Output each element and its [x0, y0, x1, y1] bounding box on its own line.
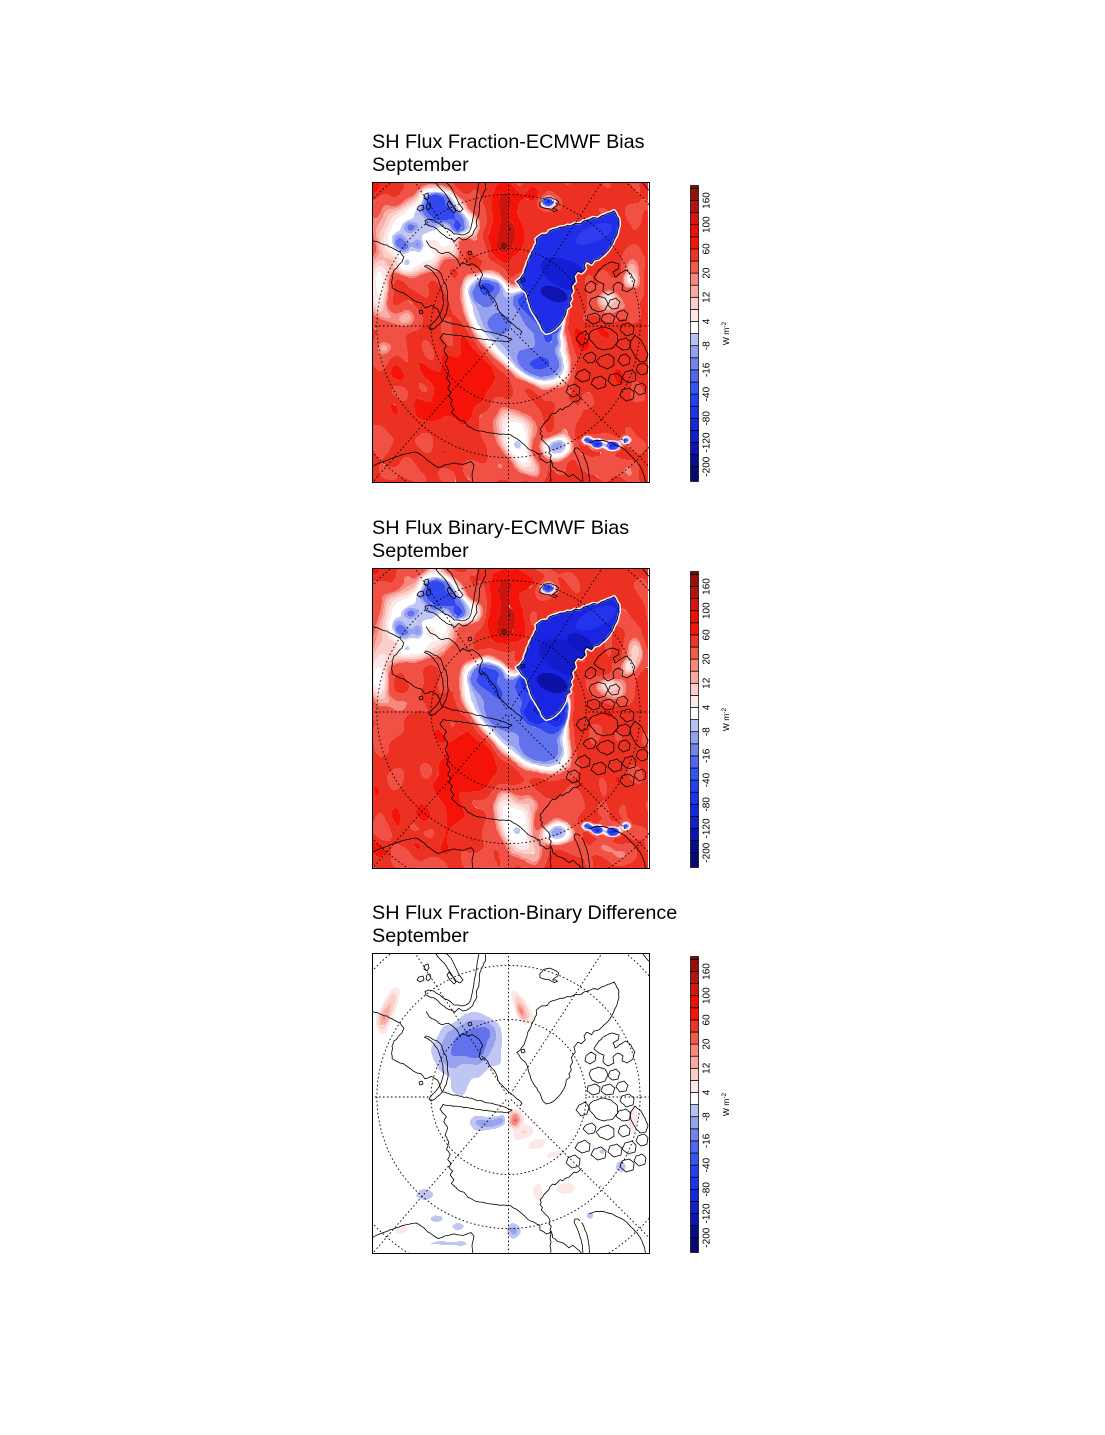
- svg-text:20: 20: [702, 1038, 713, 1050]
- svg-text:September: September: [372, 154, 469, 176]
- svg-text:-120: -120: [702, 1203, 713, 1223]
- svg-text:12: 12: [702, 291, 713, 303]
- svg-text:20: 20: [702, 267, 713, 279]
- svg-text:-120: -120: [702, 432, 713, 452]
- svg-text:-80: -80: [702, 1182, 713, 1197]
- svg-text:-80: -80: [702, 411, 713, 426]
- svg-text:12: 12: [702, 677, 713, 689]
- svg-text:-200: -200: [702, 1227, 713, 1247]
- svg-text:160: 160: [702, 578, 713, 595]
- svg-text:4: 4: [702, 704, 713, 710]
- svg-text:W m-2: W m-2: [721, 321, 731, 345]
- svg-text:SH Flux Fraction-Binary Differ: SH Flux Fraction-Binary Difference: [372, 902, 677, 924]
- svg-text:-16: -16: [702, 362, 713, 377]
- svg-text:-8: -8: [702, 1112, 713, 1121]
- svg-text:100: 100: [702, 602, 713, 619]
- svg-text:W m-2: W m-2: [721, 707, 731, 731]
- svg-text:W m-2: W m-2: [721, 1092, 731, 1116]
- svg-text:-80: -80: [702, 797, 713, 812]
- svg-text:-8: -8: [702, 727, 713, 736]
- svg-text:SH Flux Fraction-ECMWF Bias: SH Flux Fraction-ECMWF Bias: [372, 131, 645, 153]
- svg-text:-16: -16: [702, 748, 713, 763]
- svg-text:60: 60: [702, 1014, 713, 1026]
- svg-text:September: September: [372, 925, 469, 947]
- svg-text:-200: -200: [702, 842, 713, 862]
- svg-text:100: 100: [702, 987, 713, 1004]
- svg-text:-40: -40: [702, 1157, 713, 1172]
- svg-text:160: 160: [702, 963, 713, 980]
- svg-text:4: 4: [702, 1089, 713, 1095]
- svg-text:12: 12: [702, 1062, 713, 1074]
- svg-text:160: 160: [702, 192, 713, 209]
- svg-text:September: September: [372, 540, 469, 562]
- svg-text:20: 20: [702, 653, 713, 665]
- svg-text:-16: -16: [702, 1133, 713, 1148]
- svg-text:-40: -40: [702, 772, 713, 787]
- svg-text:-8: -8: [702, 341, 713, 350]
- svg-text:60: 60: [702, 629, 713, 641]
- svg-text:100: 100: [702, 216, 713, 233]
- svg-text:-200: -200: [702, 456, 713, 476]
- svg-text:-40: -40: [702, 386, 713, 401]
- svg-text:SH Flux Binary-ECMWF Bias: SH Flux Binary-ECMWF Bias: [372, 517, 629, 539]
- svg-text:4: 4: [702, 318, 713, 324]
- svg-text:-120: -120: [702, 818, 713, 838]
- svg-text:60: 60: [702, 243, 713, 255]
